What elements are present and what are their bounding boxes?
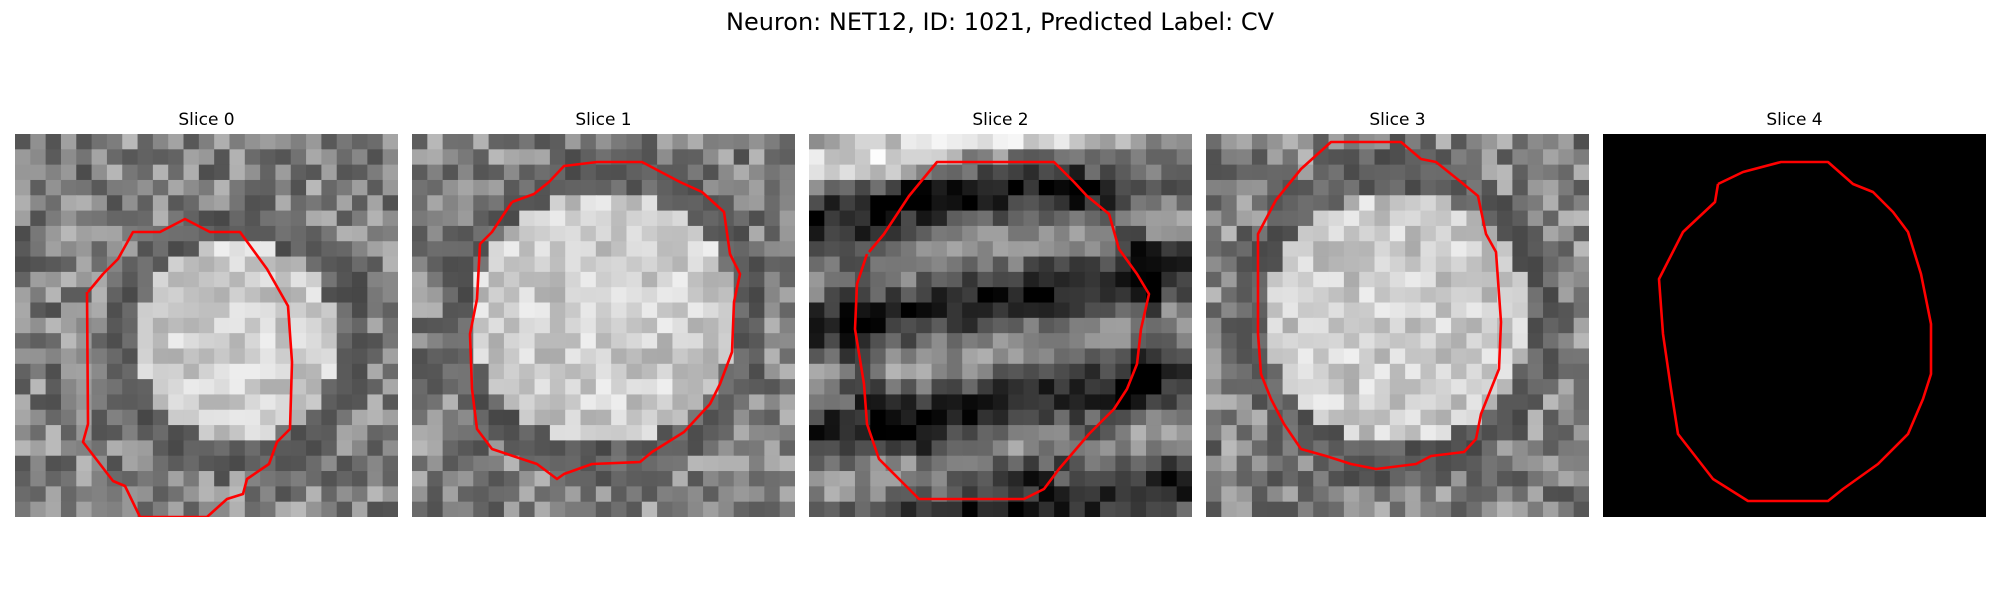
slice-panel-3: Slice 3	[1206, 108, 1589, 517]
slice-title-2: Slice 2	[972, 110, 1029, 130]
slice-panel-1: Slice 1	[412, 108, 795, 517]
slice-title-3: Slice 3	[1369, 110, 1426, 130]
slice-image-3	[1206, 134, 1589, 517]
slice-image-2	[809, 134, 1192, 517]
slice-panel-0: Slice 0	[15, 108, 398, 517]
slice-image-1	[412, 134, 795, 517]
contour-outline-4	[1657, 160, 1933, 503]
contour-outline-1	[468, 160, 742, 481]
slice-panel-2: Slice 2	[809, 108, 1192, 517]
contour-outline-3	[1256, 140, 1503, 471]
slice-image-0	[15, 134, 398, 517]
slice-panel-4: Slice 4	[1603, 108, 1986, 517]
contour-outline-2	[853, 160, 1151, 501]
contour-outline-0	[81, 217, 294, 517]
slice-image-4	[1603, 134, 1986, 517]
figure-title: Neuron: NET12, ID: 1021, Predicted Label…	[726, 8, 1274, 36]
slice-title-4: Slice 4	[1766, 110, 1823, 130]
slice-title-1: Slice 1	[575, 110, 632, 130]
slice-title-0: Slice 0	[178, 110, 235, 130]
